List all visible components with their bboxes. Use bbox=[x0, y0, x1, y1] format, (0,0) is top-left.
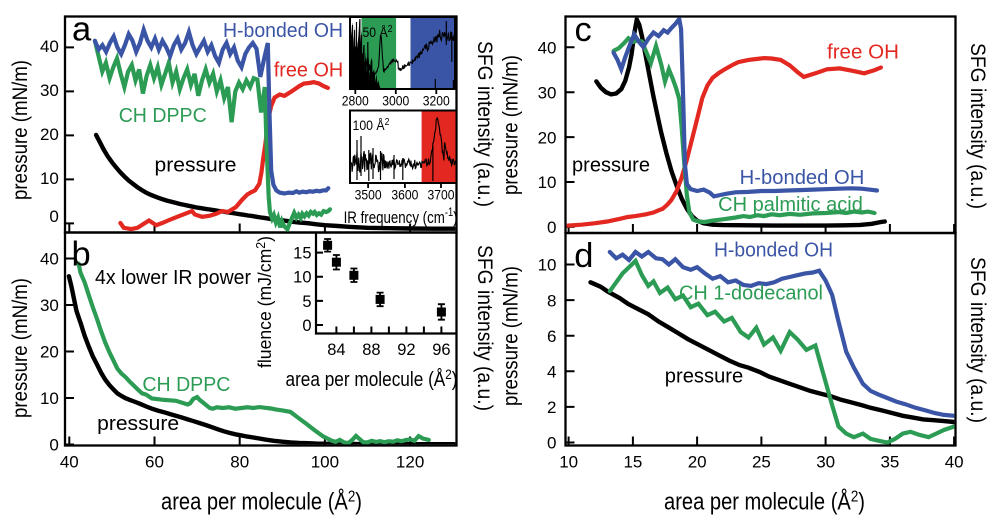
svg-text:10: 10 bbox=[538, 173, 557, 192]
svg-text:CH 1-dodecanol: CH 1-dodecanol bbox=[679, 282, 823, 305]
svg-text:CH palmitic acid: CH palmitic acid bbox=[718, 193, 863, 216]
svg-text:3000: 3000 bbox=[382, 93, 409, 109]
svg-text:20: 20 bbox=[40, 125, 59, 144]
svg-text:40: 40 bbox=[945, 453, 964, 472]
svg-text:area per molecule (Å2): area per molecule (Å2) bbox=[161, 488, 362, 516]
svg-text:15: 15 bbox=[623, 453, 642, 472]
svg-text:H-bonded OH: H-bonded OH bbox=[714, 239, 833, 262]
svg-text:SFG intensity (a.u.): SFG intensity (a.u.) bbox=[473, 245, 497, 411]
svg-text:30: 30 bbox=[816, 453, 835, 472]
svg-text:20: 20 bbox=[538, 128, 557, 147]
svg-text:60: 60 bbox=[145, 453, 164, 472]
svg-text:30: 30 bbox=[40, 296, 59, 315]
svg-text:free OH: free OH bbox=[274, 59, 344, 82]
svg-text:6: 6 bbox=[547, 327, 556, 346]
svg-text:3500: 3500 bbox=[355, 187, 382, 203]
svg-text:35: 35 bbox=[880, 453, 899, 472]
svg-text:0: 0 bbox=[547, 434, 556, 453]
svg-text:pressure (mN/m): pressure (mN/m) bbox=[499, 55, 523, 195]
svg-text:15: 15 bbox=[293, 245, 311, 263]
svg-text:100 Å2: 100 Å2 bbox=[353, 117, 390, 133]
svg-text:10: 10 bbox=[538, 256, 557, 275]
svg-text:10: 10 bbox=[40, 389, 59, 408]
svg-text:area per molecule (Å2): area per molecule (Å2) bbox=[286, 367, 458, 391]
svg-text:IR frequency (cm-1): IR frequency (cm-1) bbox=[344, 205, 458, 227]
svg-text:5: 5 bbox=[302, 293, 311, 311]
svg-text:4x lower IR power: 4x lower IR power bbox=[95, 266, 251, 289]
svg-text:pressure: pressure bbox=[665, 365, 743, 388]
svg-text:H-bonded OH: H-bonded OH bbox=[223, 19, 343, 42]
svg-text:area per molecule (Å2): area per molecule (Å2) bbox=[664, 488, 865, 516]
svg-text:84: 84 bbox=[327, 341, 345, 359]
svg-text:0: 0 bbox=[547, 218, 556, 237]
svg-text:pressure: pressure bbox=[572, 154, 650, 177]
svg-text:SFG intensity (a.u.): SFG intensity (a.u.) bbox=[473, 41, 497, 207]
svg-text:SFG intensity (a.u.): SFG intensity (a.u.) bbox=[966, 43, 990, 209]
svg-text:4: 4 bbox=[547, 363, 556, 382]
svg-text:3700: 3700 bbox=[428, 187, 455, 203]
svg-text:a: a bbox=[72, 11, 92, 49]
svg-text:40: 40 bbox=[40, 250, 59, 269]
svg-text:40: 40 bbox=[40, 37, 59, 56]
svg-text:pressure: pressure bbox=[97, 412, 179, 435]
svg-text:10: 10 bbox=[293, 269, 311, 287]
svg-text:40: 40 bbox=[60, 453, 79, 472]
svg-text:pressure (mN/m): pressure (mN/m) bbox=[8, 60, 32, 200]
svg-text:2800: 2800 bbox=[342, 93, 369, 109]
svg-text:c: c bbox=[575, 11, 592, 49]
svg-text:40: 40 bbox=[538, 39, 557, 58]
svg-text:20: 20 bbox=[40, 343, 59, 362]
svg-text:30: 30 bbox=[40, 81, 59, 100]
svg-text:96: 96 bbox=[432, 341, 450, 359]
svg-text:10: 10 bbox=[40, 169, 59, 188]
svg-text:92: 92 bbox=[397, 341, 415, 359]
svg-text:30: 30 bbox=[538, 83, 557, 102]
svg-text:80: 80 bbox=[230, 453, 249, 472]
svg-text:CH DPPC: CH DPPC bbox=[142, 373, 230, 396]
svg-text:SFG intensity (a.u.): SFG intensity (a.u.) bbox=[966, 257, 990, 423]
svg-text:88: 88 bbox=[362, 341, 380, 359]
svg-text:free OH: free OH bbox=[827, 41, 899, 64]
svg-text:0: 0 bbox=[49, 207, 58, 226]
svg-text:fluence (mJ/cm2): fluence (mJ/cm2) bbox=[253, 236, 275, 368]
svg-text:CH DPPC: CH DPPC bbox=[119, 104, 207, 127]
svg-text:d: d bbox=[574, 237, 593, 275]
svg-text:pressure (mN/m): pressure (mN/m) bbox=[499, 266, 523, 406]
svg-text:0: 0 bbox=[49, 436, 58, 455]
svg-text:100: 100 bbox=[311, 453, 339, 472]
svg-text:2: 2 bbox=[547, 398, 556, 417]
svg-text:3600: 3600 bbox=[391, 187, 418, 203]
svg-text:10: 10 bbox=[559, 453, 578, 472]
svg-text:8: 8 bbox=[547, 291, 556, 310]
svg-text:25: 25 bbox=[752, 453, 771, 472]
svg-text:20: 20 bbox=[688, 453, 707, 472]
svg-text:50 Å2: 50 Å2 bbox=[363, 24, 393, 40]
svg-text:3200: 3200 bbox=[423, 93, 450, 109]
svg-text:b: b bbox=[72, 235, 91, 273]
svg-text:pressure: pressure bbox=[155, 154, 237, 177]
svg-text:H-bonded OH: H-bonded OH bbox=[740, 166, 865, 189]
svg-text:pressure (mN/m): pressure (mN/m) bbox=[8, 278, 32, 418]
svg-text:120: 120 bbox=[396, 453, 424, 472]
svg-text:0: 0 bbox=[302, 317, 311, 335]
